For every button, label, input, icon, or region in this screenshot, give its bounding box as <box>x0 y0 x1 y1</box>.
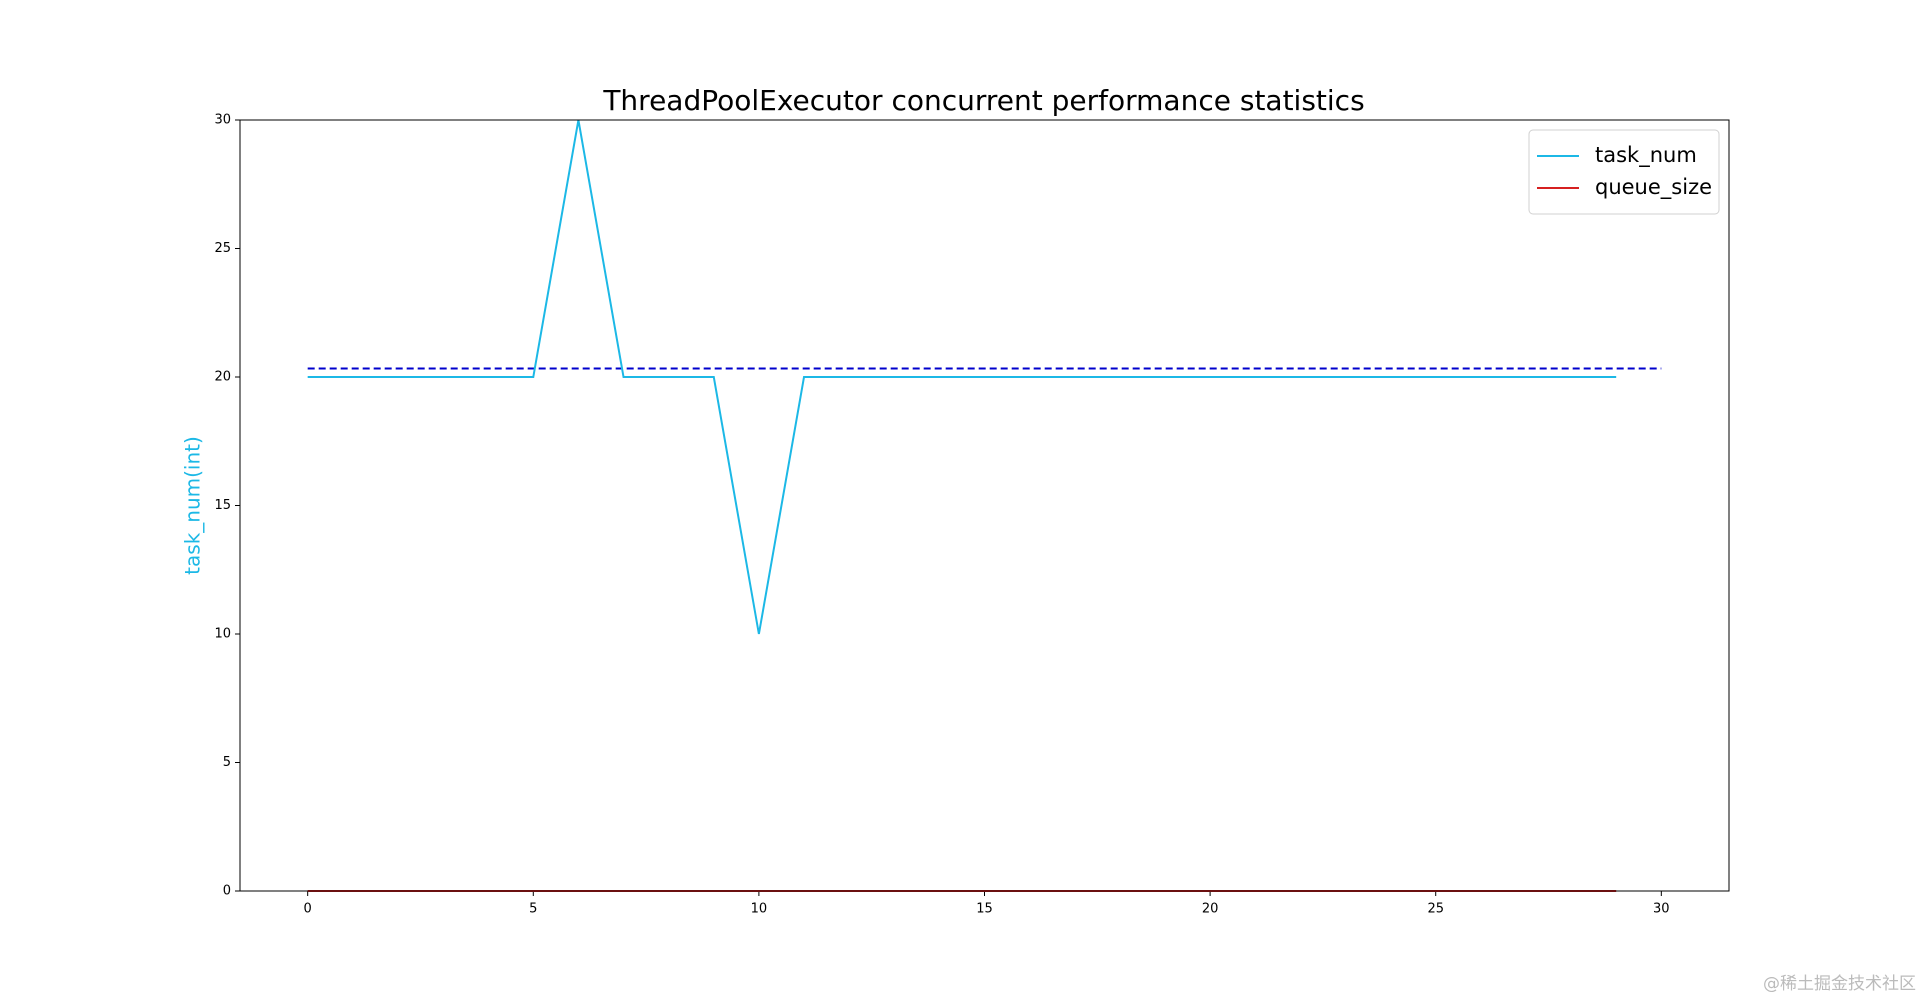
y-tick-label: 15 <box>214 498 231 513</box>
x-tick-label: 0 <box>304 902 312 917</box>
y-tick-label: 0 <box>223 884 231 899</box>
x-tick-label: 30 <box>1653 902 1670 917</box>
y-tick-label: 10 <box>214 627 231 642</box>
x-tick-label: 25 <box>1427 902 1444 917</box>
legend-box <box>1528 129 1720 215</box>
x-tick-label: 5 <box>529 902 537 917</box>
plot-frame <box>239 119 1730 892</box>
y-tick-label: 25 <box>214 241 231 256</box>
y-axis-label: task_num(int) <box>181 436 205 575</box>
x-tick-label: 10 <box>751 902 768 917</box>
y-tick-label: 20 <box>214 370 231 385</box>
x-tick-label: 15 <box>976 902 993 917</box>
watermark: @稀土掘金技术社区 <box>1763 974 1916 994</box>
y-tick-label: 30 <box>214 113 231 128</box>
legend-label: queue_size <box>1595 175 1712 200</box>
x-tick-label: 20 <box>1202 902 1219 917</box>
chart-title: ThreadPoolExecutor concurrent performanc… <box>602 84 1364 117</box>
series-line <box>307 119 1617 635</box>
legend-label: task_num <box>1595 143 1697 168</box>
y-tick-label: 5 <box>223 755 231 770</box>
